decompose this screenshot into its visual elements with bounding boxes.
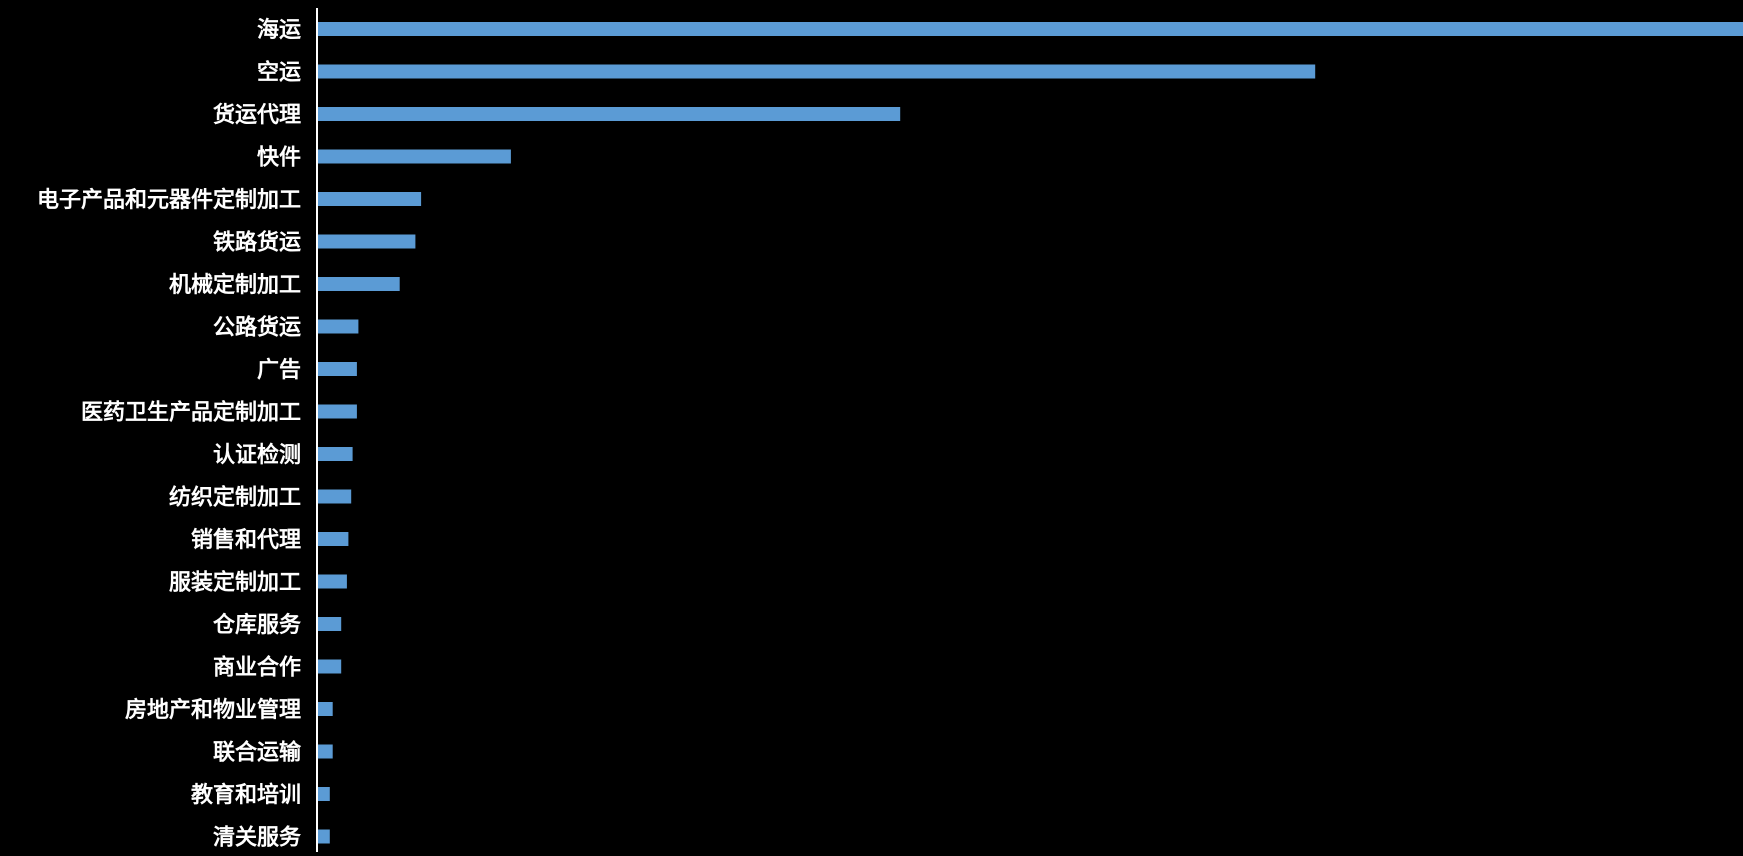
category-label: 联合运输: [213, 740, 302, 766]
category-label: 广告: [257, 357, 301, 383]
category-label: 销售和代理: [191, 527, 301, 553]
category-label: 服装定制加工: [169, 570, 301, 596]
bar: [317, 22, 1743, 36]
category-label: 公路货运: [213, 315, 301, 341]
bar: [317, 829, 330, 844]
bar: [317, 277, 400, 291]
category-label: 海运: [257, 17, 301, 43]
bar: [317, 362, 357, 376]
category-label: 空运: [257, 60, 301, 86]
category-label: 商业合作: [213, 655, 301, 681]
bar: [317, 447, 353, 461]
bar: [317, 404, 357, 419]
bar: [317, 489, 352, 504]
category-label: 机械定制加工: [169, 272, 301, 298]
bar: [317, 744, 333, 759]
category-label: 纺织定制加工: [169, 485, 301, 511]
bar: [317, 532, 349, 546]
bar: [317, 64, 1316, 79]
bar: [317, 192, 422, 206]
bar: [317, 787, 330, 801]
category-label: 快件: [257, 146, 301, 171]
category-label: 仓库服务: [212, 612, 302, 638]
bar: [317, 234, 416, 249]
category-label: 医药卫生产品定制加工: [81, 400, 301, 426]
bar: [317, 107, 901, 121]
category-label: 清关服务: [213, 825, 302, 851]
bar: [317, 319, 359, 334]
category-label: 教育和培训: [191, 782, 301, 808]
bar: [317, 574, 347, 589]
bar: [317, 617, 342, 631]
category-label: 货运代理: [213, 102, 301, 128]
category-label: 电子产品和元器件定制加工: [37, 187, 301, 213]
category-label: 房地产和物业管理: [125, 697, 301, 723]
category-label: 铁路货运: [213, 230, 301, 256]
category-label: 认证检测: [213, 442, 301, 468]
bars-layer: [317, 22, 1743, 844]
bar: [317, 702, 333, 716]
bar: [317, 149, 511, 164]
bar: [317, 659, 342, 674]
category-labels-layer: 海运空运货运代理快件电子产品和元器件定制加工铁路货运机械定制加工公路货运广告医药…: [37, 17, 302, 851]
